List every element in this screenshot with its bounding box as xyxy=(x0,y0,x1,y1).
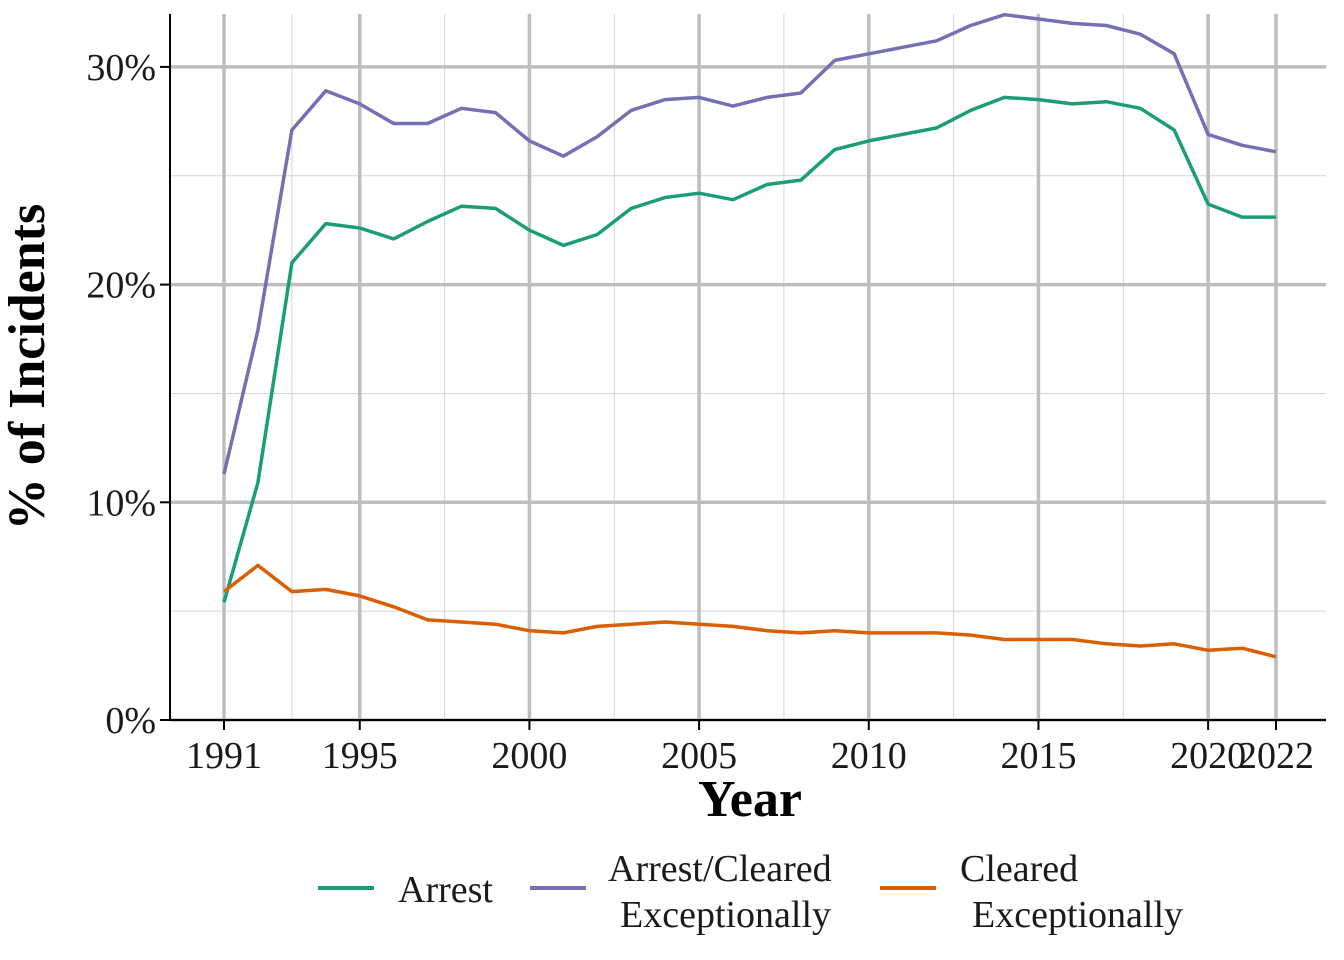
y-axis-ticks: 0% 10% 20% 30% xyxy=(86,47,170,742)
y-tick-label: 10% xyxy=(86,482,156,524)
legend-label: Arrest xyxy=(398,869,493,911)
major-gridlines xyxy=(170,14,1326,722)
legend-item: Arrest/Cleared Exceptionally xyxy=(530,848,832,936)
y-tick-label: 20% xyxy=(86,265,156,307)
series-line-arrest-cleared-exceptionally xyxy=(222,12,1277,475)
legend-item: Arrest xyxy=(318,869,493,911)
x-tick-label: 2015 xyxy=(1000,735,1076,777)
series-line-cleared-exceptionally xyxy=(222,563,1277,659)
x-tick-label: 1995 xyxy=(322,735,398,777)
x-tick-label: 2022 xyxy=(1238,735,1314,777)
legend: Arrest Arrest/Cleared Exceptionally Cleared… xyxy=(318,848,1183,936)
legend-item: Cleared Exceptionally xyxy=(880,848,1183,936)
minor-gridlines xyxy=(170,14,1326,720)
y-tick-label: 0% xyxy=(105,700,156,742)
legend-label: Cleared Exceptionally xyxy=(960,848,1183,936)
x-tick-label: 2000 xyxy=(491,735,567,777)
x-tick-label: 2005 xyxy=(661,735,737,777)
x-axis-title: Year xyxy=(698,771,802,828)
y-axis-title: % of Incidents xyxy=(0,204,56,530)
x-tick-label: 2020 xyxy=(1170,735,1246,777)
legend-label: Arrest/Cleared Exceptionally xyxy=(608,848,832,936)
series-lines xyxy=(222,12,1277,659)
x-tick-label: 1991 xyxy=(186,735,262,777)
axes xyxy=(169,14,1326,721)
y-tick-label: 30% xyxy=(86,47,156,89)
series-line-arrest xyxy=(222,95,1276,603)
x-tick-label: 2010 xyxy=(831,735,907,777)
